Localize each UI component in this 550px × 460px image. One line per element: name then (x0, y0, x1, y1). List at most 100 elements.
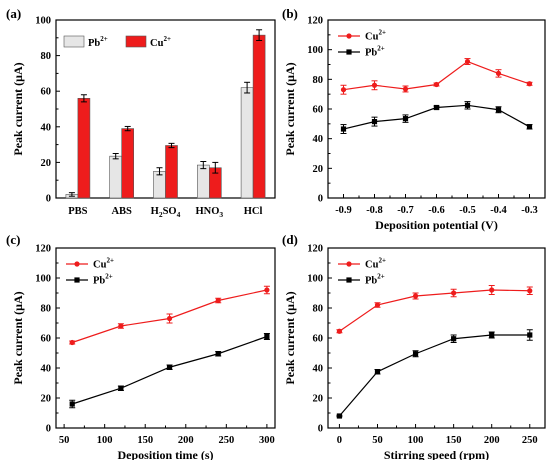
point-pb-5 (495, 107, 502, 113)
legend-marker-cu (74, 261, 80, 267)
x-axis-label: Stirring speed (rpm) (384, 448, 489, 460)
point-cu-3 (215, 297, 221, 304)
legend-label-cu: Cu2+ (93, 257, 114, 271)
x-tick-label: 250 (218, 435, 234, 446)
point-pb-3 (215, 351, 221, 357)
point-cu-0 (340, 87, 347, 93)
x-tick-label: 200 (178, 435, 194, 446)
y-tick-label: 120 (35, 244, 51, 255)
legend-label-cu: Cu2+ (365, 257, 386, 271)
point-pb-0 (340, 126, 347, 132)
x-tick-label: 300 (259, 435, 275, 446)
y-tick-label: 100 (35, 16, 51, 27)
point-pb-4 (264, 333, 270, 340)
legend: Cu2+ Pb2+ (338, 29, 386, 59)
panel-label: (c) (6, 232, 20, 247)
x-tick-label: -0.5 (459, 205, 476, 216)
x-tick-label: -0.8 (366, 205, 383, 216)
bar-pb-1 (109, 155, 122, 199)
point-cu-4 (464, 58, 471, 65)
x-tick-label: -0.7 (397, 205, 414, 216)
point-cu-0 (69, 339, 75, 346)
y-tick-label: 20 (313, 164, 324, 175)
y-tick-label: 80 (313, 75, 324, 86)
x-tick-label: -0.6 (428, 205, 445, 216)
chart-panel-1: (b) 0 20 40 60 80 100 120 Peak current (μA) -0.9 -… (282, 6, 546, 232)
point-cu-1 (371, 82, 378, 88)
series-line-pb (338, 334, 530, 417)
y-tick-label: 20 (313, 394, 324, 405)
bar-cu-2 (165, 145, 178, 199)
chart-panel-2: (c) 0 20 40 60 80 100 120 Peak current (μA) 50 100… (6, 232, 276, 460)
point-pb-4 (464, 102, 471, 108)
point-pb-0 (336, 413, 343, 419)
point-pb-3 (433, 104, 440, 111)
legend-swatch-pb (63, 35, 85, 48)
point-pb-0 (69, 401, 75, 407)
y-tick-label: 120 (307, 244, 323, 255)
point-cu-2 (166, 315, 173, 322)
legend: Pb2+ Cu2+ (63, 35, 171, 49)
x-tick-label: 150 (137, 435, 153, 446)
y-tick-label: 40 (41, 122, 52, 133)
x-tick-label: HCl (244, 206, 263, 217)
plot-frame (55, 247, 276, 429)
point-pb-1 (374, 369, 381, 375)
bar-pb-4 (240, 87, 254, 199)
y-tick-label: 60 (41, 87, 52, 98)
point-pb-6 (526, 124, 533, 130)
y-tick-label: 20 (41, 394, 52, 405)
bar-cu-0 (77, 98, 91, 199)
y-axis-label: Peak current (μA) (283, 291, 297, 384)
y-tick-label: 0 (318, 424, 323, 435)
y-axis-label: Peak current (μA) (283, 62, 297, 155)
y-tick-label: 80 (313, 304, 324, 315)
point-cu-4 (489, 287, 495, 293)
point-cu-0 (336, 328, 343, 334)
y-tick-label: 40 (41, 364, 52, 375)
x-tick-label: 50 (372, 435, 383, 446)
y-tick-label: 0 (46, 194, 51, 205)
point-pb-5 (527, 332, 533, 338)
x-tick-label: 0 (337, 435, 342, 446)
legend-marker-cu (346, 261, 352, 267)
legend-marker-pb (346, 49, 352, 55)
point-cu-2 (412, 293, 419, 299)
y-tick-label: 120 (307, 16, 323, 27)
chart-panel-3: (d) 0 20 40 60 80 100 120 Peak current (μA) 0 50 10… (282, 232, 546, 460)
x-tick-label: 200 (484, 435, 500, 446)
point-cu-1 (118, 323, 124, 329)
legend-label-pb: Pb2+ (365, 45, 385, 59)
point-pb-1 (371, 119, 378, 125)
y-tick-label: 60 (313, 105, 324, 116)
legend-label-cu: Cu2+ (150, 35, 171, 49)
x-axis-label: Deposition time (s) (118, 448, 214, 460)
panel-label: (b) (282, 6, 298, 21)
point-cu-1 (374, 302, 381, 308)
bar-cu-1 (121, 128, 134, 199)
series-line-pb (72, 335, 268, 405)
x-tick-label: HNO3 (195, 206, 223, 219)
y-tick-label: 60 (313, 334, 324, 345)
point-cu-5 (527, 288, 533, 294)
x-tick-label: 100 (408, 435, 424, 446)
y-tick-label: 100 (307, 274, 323, 285)
x-tick-label: ABS (111, 206, 132, 217)
y-tick-label: 80 (41, 51, 52, 62)
y-tick-label: 40 (313, 364, 324, 375)
point-cu-4 (264, 287, 270, 293)
y-tick-label: 80 (41, 304, 52, 315)
chart-panel-0: (a) 0 20 40 60 80 100 Peak current (μA) PBS ABS H2… (6, 6, 276, 219)
legend-marker-pb (346, 277, 352, 283)
x-tick-label: H2SO4 (151, 206, 181, 219)
x-tick-label: 150 (446, 435, 462, 446)
x-axis-label: Deposition potential (V) (375, 218, 498, 232)
panel-label: (a) (6, 6, 21, 21)
y-tick-label: 100 (35, 274, 51, 285)
point-pb-2 (402, 116, 409, 122)
point-cu-3 (433, 81, 440, 88)
point-pb-2 (166, 364, 173, 370)
y-axis-label: Peak current (μA) (11, 62, 25, 155)
point-cu-5 (495, 70, 502, 76)
y-tick-label: 20 (41, 158, 52, 169)
